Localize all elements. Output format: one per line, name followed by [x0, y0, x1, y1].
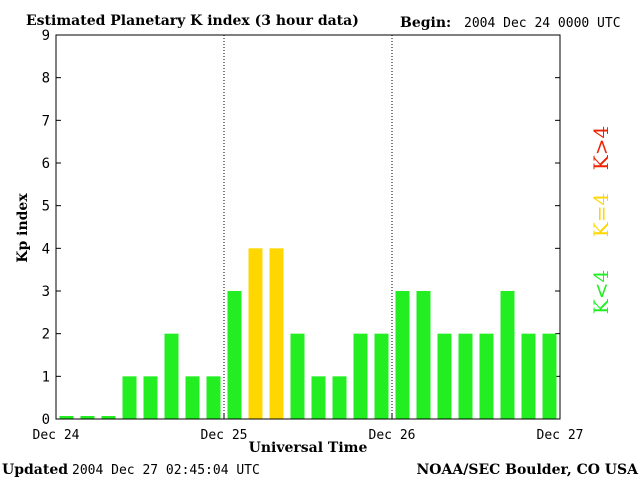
y-tick-label: 1: [42, 369, 50, 385]
legend-k-eq: K=4: [589, 193, 613, 237]
kp-bar: [353, 333, 368, 419]
y-axis-label: Kp index: [15, 193, 31, 263]
day-separators: [223, 35, 393, 419]
y-tick-label: 7: [42, 113, 50, 129]
kp-bar: [164, 333, 179, 419]
kp-bar: [416, 291, 431, 419]
kp-bar: [374, 333, 389, 419]
kp-bar: [437, 333, 452, 419]
legend-k-low: K<4: [589, 270, 613, 314]
y-tick-label: 4: [42, 241, 50, 257]
kp-bar: [185, 376, 200, 419]
chart-title: Estimated Planetary K index (3 hour data…: [26, 13, 359, 29]
y-tick-label: 8: [42, 71, 50, 87]
x-tick-label: Dec 27: [537, 428, 584, 443]
updated-value: 2004 Dec 27 02:45:04 UTC: [72, 463, 260, 478]
kp-bar: [143, 376, 158, 419]
kp-bar: [458, 333, 473, 419]
begin-label: Begin:: [400, 15, 451, 31]
kp-bar: [332, 376, 347, 419]
kp-bar: [311, 376, 326, 419]
kp-bar: [101, 416, 116, 419]
x-axis-label: Universal Time: [249, 440, 368, 456]
kp-bar: [227, 291, 242, 419]
kp-bar: [269, 248, 284, 419]
updated-label: Updated: [2, 462, 68, 478]
x-tick-label: Dec 26: [369, 428, 416, 443]
y-tick-label: 9: [42, 28, 50, 44]
x-tick-label: Dec 24: [33, 428, 80, 443]
x-tick-label: Dec 25: [201, 428, 248, 443]
kp-bar: [122, 376, 137, 419]
kp-bar: [542, 333, 557, 419]
kp-bar: [80, 416, 95, 419]
legend-k-high: K>4: [589, 126, 613, 170]
plot-frame: [55, 34, 561, 420]
x-axis-ticks: Dec 24 Dec 25 Dec 26 Dec 27: [33, 413, 584, 443]
y-tick-label: 3: [42, 284, 50, 300]
kp-bar: [59, 416, 74, 419]
kp-bar: [500, 291, 515, 419]
bar-series: [59, 248, 557, 419]
y-tick-label: 2: [42, 327, 50, 343]
kp-bar: [206, 376, 221, 419]
kp-bar: [395, 291, 410, 419]
y-tick-label: 6: [42, 156, 50, 172]
kp-bar: [479, 333, 494, 419]
kp-bar: [521, 333, 536, 419]
begin-value: 2004 Dec 24 0000 UTC: [464, 16, 621, 31]
kp-bar: [290, 333, 305, 419]
y-tick-label: 0: [42, 412, 50, 428]
kp-bar: [248, 248, 263, 419]
credit-text: NOAA/SEC Boulder, CO USA: [417, 462, 640, 478]
y-tick-label: 5: [42, 199, 50, 215]
